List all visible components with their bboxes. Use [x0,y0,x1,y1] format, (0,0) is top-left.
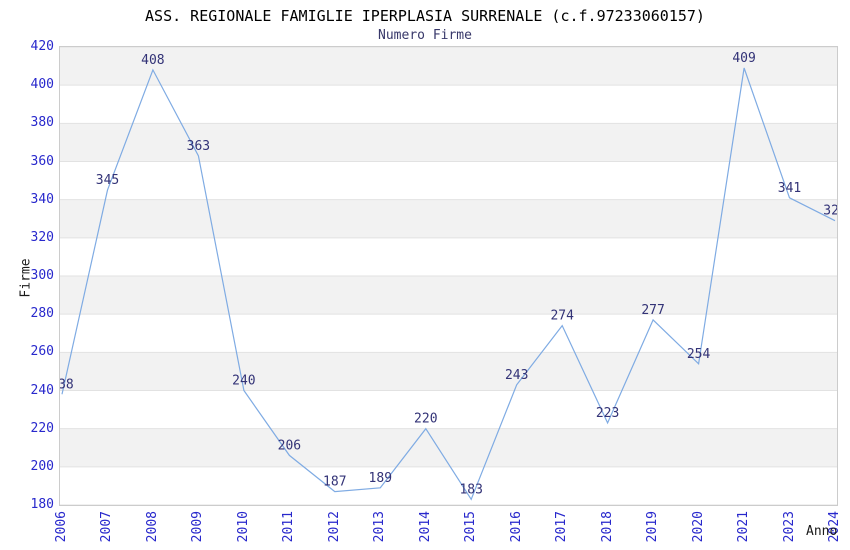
y-tick-label: 280 [30,306,54,322]
series-line [61,67,836,501]
y-tick-label: 380 [30,115,54,131]
y-tick-label: 320 [30,229,54,245]
y-tick-label: 360 [30,153,54,169]
x-tick-label: 2008 [144,511,160,543]
x-tick-label: 2018 [599,511,615,543]
y-tick-label: 340 [30,191,54,207]
data-point-label: 223 [596,406,619,421]
data-point-label: 243 [505,368,528,383]
y-tick-label: 420 [30,39,54,54]
line-chart-svg: 238 345 408 363 240 206 187 189 220 183 243 274 223 2… [60,47,837,505]
plot-band [60,123,837,162]
data-point-label: 254 [687,347,711,362]
data-point-label: 363 [187,139,210,154]
x-tick-label: 2015 [463,511,479,543]
data-point-label: 187 [323,475,346,490]
plot-band [60,428,837,467]
x-tick-label: 2009 [190,511,206,543]
plot-band [60,47,837,86]
y-tick-label: 180 [30,497,54,512]
data-point-label: 240 [232,374,255,389]
data-point-label: 274 [550,309,574,324]
data-point-label: 206 [278,438,301,453]
data-point-label: 238 [60,377,74,392]
plot-band [60,199,837,238]
x-tick-label: 2020 [690,511,706,543]
x-tick-label: 2012 [326,511,342,543]
data-point-label: 220 [414,412,437,427]
x-tick-label: 2021 [736,511,752,543]
x-tick-label: 2013 [372,511,388,543]
data-point-label: 345 [96,173,119,188]
data-point-label: 189 [369,471,392,486]
data-point-label: 329 [823,204,837,219]
chart-subtitle: Numero Firme [378,28,472,43]
y-tick-label: 260 [30,344,54,360]
data-point-label: 183 [459,482,482,497]
plot-band [60,276,837,315]
x-tick-label: 2014 [417,511,433,543]
x-axis-title: Anno [806,524,838,539]
plot-band [60,352,837,391]
x-tick-label: 2017 [554,511,570,543]
y-tick-label: 300 [30,268,54,283]
y-tick-label: 240 [30,382,54,398]
data-point-label: 341 [778,181,801,196]
data-point-label: 409 [732,51,755,66]
x-tick-label: 2016 [508,511,524,543]
x-tick-label: 2023 [781,511,797,543]
x-tick-label: 2011 [281,511,297,543]
x-tick-label: 2007 [99,511,115,543]
data-point-label: 408 [141,53,164,68]
chart-title: ASS. REGIONALE FAMIGLIE IPERPLASIA SURRE… [145,7,705,25]
x-tick-label: 2019 [645,511,661,543]
x-tick-label: 2006 [54,511,69,543]
x-tick-label: 2010 [235,511,251,543]
y-tick-label: 200 [30,458,54,474]
y-tick-label: 400 [30,77,54,93]
data-point-label: 277 [641,303,664,318]
plot-area: 238 345 408 363 240 206 187 189 220 183 243 274 223 2… [59,46,838,506]
y-tick-label: 220 [30,420,54,436]
